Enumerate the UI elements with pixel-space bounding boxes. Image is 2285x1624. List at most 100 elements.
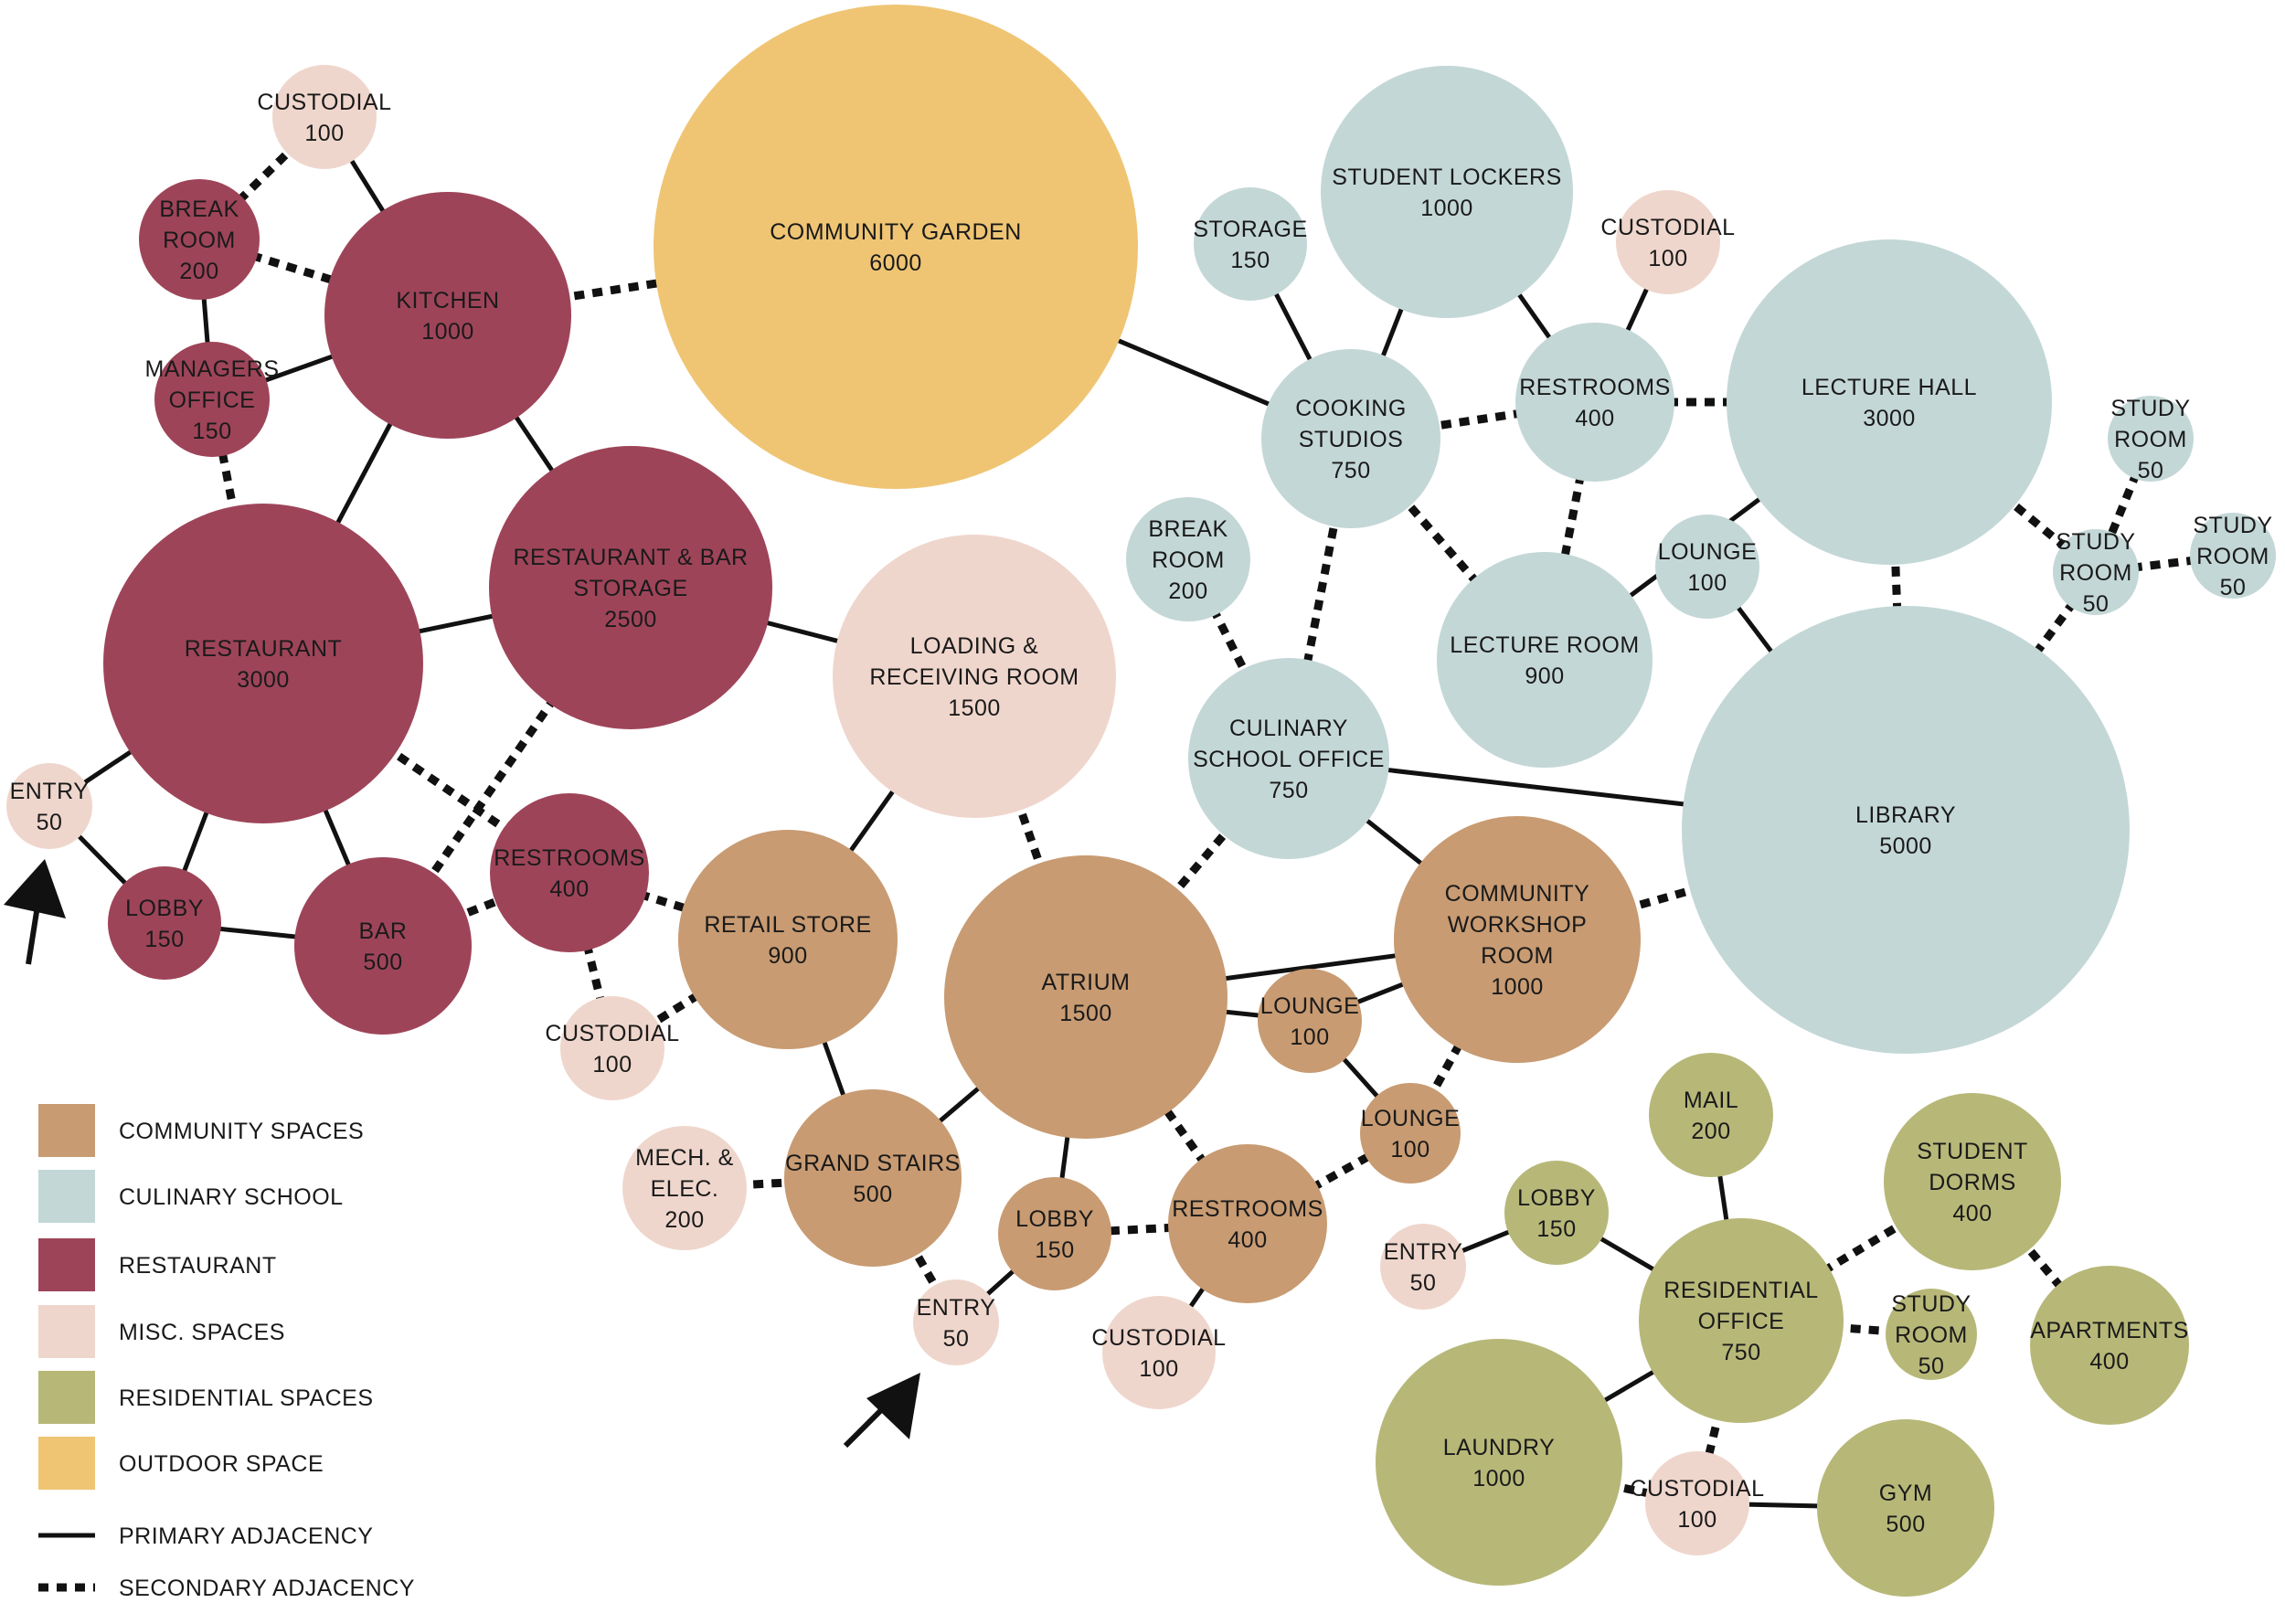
space-bubble-library: LIBRARY 5000 xyxy=(1682,606,2130,1054)
bubble-name-label: RESTROOMS xyxy=(494,845,645,871)
space-bubble-break-room-r: BREAK ROOM 200 xyxy=(139,179,260,300)
space-bubble-loading-receiving: LOADING & RECEIVING ROOM 1500 xyxy=(833,535,1116,818)
bubble-area-label: 1000 xyxy=(1420,196,1473,221)
bubble-area-label: 150 xyxy=(1536,1216,1576,1242)
space-bubble-lounge-s: LOUNGE 100 xyxy=(1655,515,1759,619)
bubble-circle xyxy=(6,763,92,849)
bubble-name-label: SCHOOL OFFICE xyxy=(1193,747,1385,772)
space-bubble-grand-stairs: GRAND STAIRS 500 xyxy=(784,1089,962,1267)
bubble-circle xyxy=(108,866,221,980)
bubble-area-label: 100 xyxy=(1290,1024,1329,1050)
bubble-name-label: CUSTODIAL xyxy=(545,1021,679,1046)
bubble-circle xyxy=(1727,239,2052,565)
bubble-name-label: BREAK xyxy=(1148,516,1228,542)
bubble-area-label: 150 xyxy=(1230,248,1270,273)
legend-swatch xyxy=(38,1305,95,1358)
legend-item-residential: RESIDENTIAL SPACES xyxy=(38,1371,374,1424)
legend-item-community: COMMUNITY SPACES xyxy=(38,1104,364,1157)
legend-swatch xyxy=(38,1170,95,1223)
bubble-name-label: LOBBY xyxy=(1015,1206,1094,1232)
bubble-circle xyxy=(2053,529,2139,615)
bubble-name-label: APARTMENTS xyxy=(2030,1318,2189,1343)
legend-item-misc: MISC. SPACES xyxy=(38,1305,284,1358)
bubble-name-label: MAIL xyxy=(1684,1088,1738,1113)
space-bubble-custodial-s: CUSTODIAL 100 xyxy=(1600,190,1735,294)
bubble-circle xyxy=(784,1089,962,1267)
space-bubble-lecture-hall: LECTURE HALL 3000 xyxy=(1727,239,2052,565)
legend-item-primary-adjacency: PRIMARY ADJACENCY xyxy=(38,1523,373,1549)
bubble-name-label: LOUNGE xyxy=(1658,539,1758,565)
bubble-name-label: STORAGE xyxy=(1193,217,1307,242)
bubble-area-label: 1500 xyxy=(1059,1001,1112,1026)
bubble-name-label: LECTURE ROOM xyxy=(1450,632,1639,658)
bubble-name-label: COOKING xyxy=(1295,396,1407,421)
bubble-circle xyxy=(678,830,898,1049)
bubble-circle xyxy=(324,192,571,439)
bubble-area-label: 400 xyxy=(2089,1349,2129,1375)
bubble-area-label: 100 xyxy=(1687,570,1727,596)
space-bubble-mail: MAIL 200 xyxy=(1649,1053,1773,1177)
bubble-name-label: ENTRY xyxy=(10,779,90,804)
space-bubble-student-dorms: STUDENT DORMS 400 xyxy=(1884,1093,2061,1270)
legend-label: RESIDENTIAL SPACES xyxy=(119,1385,374,1411)
bubble-circle xyxy=(1616,190,1720,294)
bubble-circle xyxy=(1261,349,1440,528)
bubble-circle xyxy=(2108,396,2194,482)
bubble-area-label: 500 xyxy=(1886,1512,1925,1537)
bubble-name-label: CUSTODIAL xyxy=(1091,1325,1226,1351)
space-bubble-student-lockers: STUDENT LOCKERS 1000 xyxy=(1321,66,1573,318)
bubble-circle xyxy=(1655,515,1759,619)
bubble-name-label: COMMUNITY xyxy=(1445,881,1590,907)
bubble-name-label: MANAGERS xyxy=(144,356,279,382)
bubble-name-label: LOADING & xyxy=(910,633,1039,659)
bubble-name-label: LOBBY xyxy=(125,896,204,921)
legend-label: OUTDOOR SPACE xyxy=(119,1451,324,1477)
restaurant-entry-arrow-icon xyxy=(4,859,66,965)
bubble-name-label: OFFICE xyxy=(1698,1309,1785,1334)
bubble-area-label: 200 xyxy=(664,1207,704,1233)
bubble-area-label: 5000 xyxy=(1879,833,1932,859)
bubble-circle xyxy=(1188,658,1389,859)
space-bubble-retail-store: RETAIL STORE 900 xyxy=(678,830,898,1049)
bubble-circle xyxy=(1102,1296,1216,1409)
bubble-area-label: 50 xyxy=(2083,591,2110,617)
bubble-area-label: 200 xyxy=(179,259,218,284)
bubble-area-label: 900 xyxy=(768,943,807,969)
bubble-circle xyxy=(622,1126,747,1250)
bubble-circle xyxy=(272,65,377,169)
secondary-adjacency-line xyxy=(1054,1219,1249,1238)
bubble-area-label: 3000 xyxy=(237,667,290,693)
bubble-circle xyxy=(489,446,772,729)
legend-swatch xyxy=(38,1104,95,1157)
space-bubble-restrooms-s: RESTROOMS 400 xyxy=(1515,323,1674,482)
bubble-circle xyxy=(490,793,649,952)
bubble-name-label: LOUNGE xyxy=(1361,1106,1461,1131)
space-bubble-restrooms-r: RESTROOMS 400 xyxy=(490,793,649,952)
bubble-name-label: ENTRY xyxy=(917,1295,996,1321)
bubble-area-label: 400 xyxy=(1952,1201,1992,1226)
space-bubble-community-workshop: COMMUNITY WORKSHOP ROOM 1000 xyxy=(1394,816,1641,1063)
space-bubble-study-room-1: STUDY ROOM 50 xyxy=(2108,396,2194,483)
legend-label: SECONDARY ADJACENCY xyxy=(119,1576,415,1601)
bubble-area-label: 100 xyxy=(1390,1137,1429,1162)
bubble-circle xyxy=(1321,66,1573,318)
bubble-area-label: 100 xyxy=(304,121,344,146)
space-bubble-community-garden: COMMUNITY GARDEN 6000 xyxy=(654,5,1138,489)
space-bubble-apartments: APARTMENTS 400 xyxy=(2030,1266,2189,1425)
bubble-name-label: LIBRARY xyxy=(1855,802,1956,828)
bubble-circle xyxy=(1645,1451,1749,1555)
bubble-area-label: 50 xyxy=(2220,575,2247,600)
bubble-name-label: STUDIOS xyxy=(1299,427,1404,452)
space-bubbles: CUSTODIAL 100 BREAK ROOM 200 KITCHEN 1000 MANAG… xyxy=(6,5,2276,1597)
bubble-area-label: 100 xyxy=(1139,1356,1178,1382)
legend-swatch xyxy=(38,1371,95,1424)
space-bubble-custodial-res: CUSTODIAL 100 xyxy=(1630,1451,1764,1555)
bubble-area-label: 750 xyxy=(1331,458,1370,483)
bubble-name-label: ROOM xyxy=(1481,943,1554,969)
bubble-area-label: 400 xyxy=(1228,1227,1267,1253)
space-bubble-restaurant: RESTAURANT 3000 xyxy=(103,504,423,823)
bubble-area-label: 900 xyxy=(1525,663,1564,689)
bubble-circle xyxy=(1437,552,1653,768)
